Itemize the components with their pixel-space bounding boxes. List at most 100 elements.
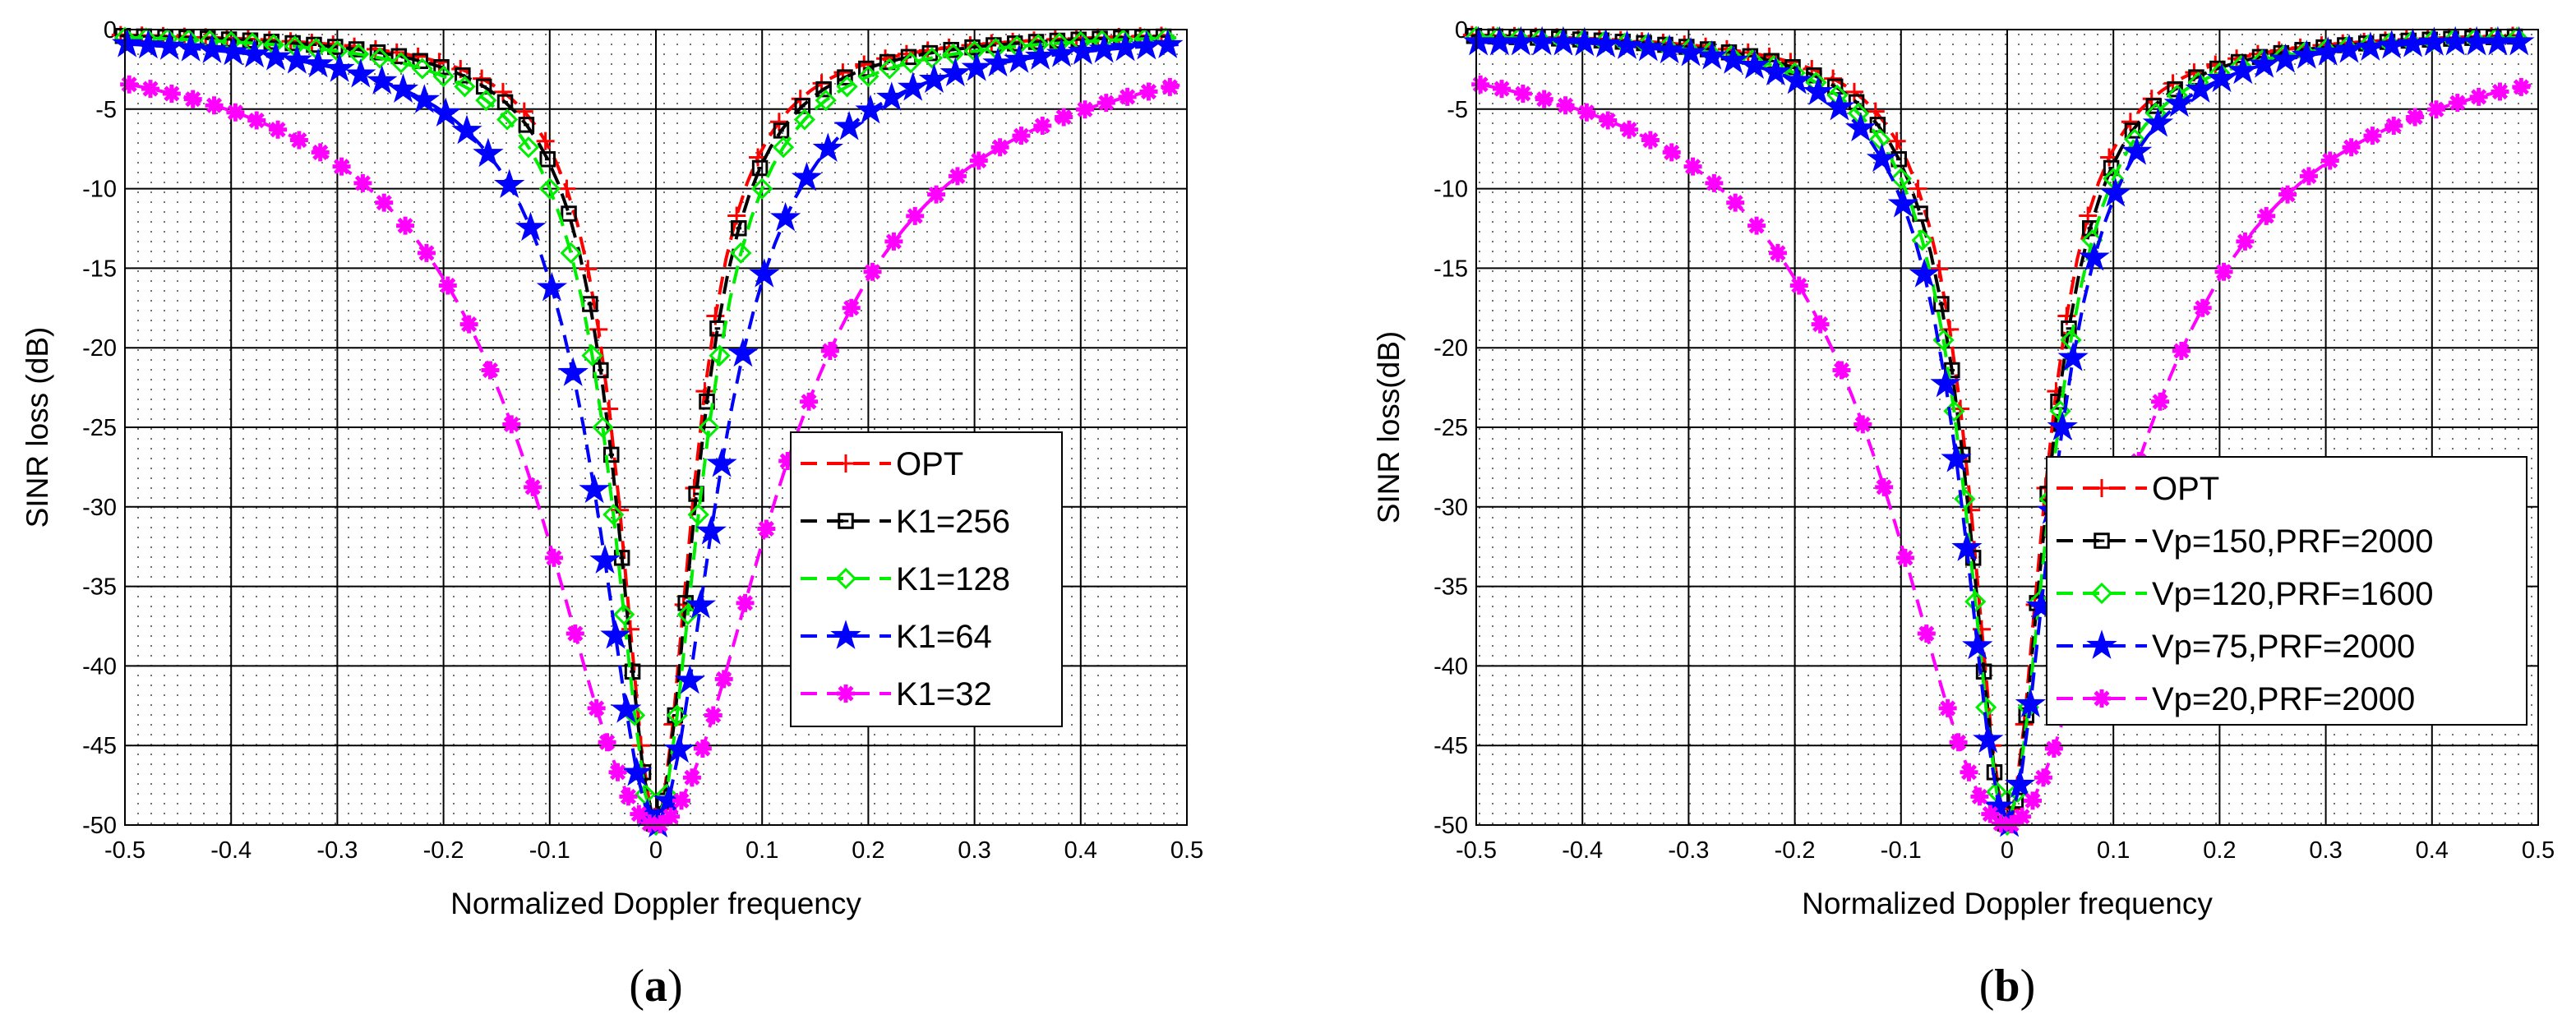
data-point-b-1 [1975, 663, 1992, 680]
data-point-a-4-core [624, 792, 633, 801]
x-tick-label-a: 0 [649, 837, 662, 864]
data-point-a-0 [600, 399, 619, 418]
data-point-a-1 [699, 394, 715, 410]
x-tick-label-b: 0.2 [2203, 837, 2236, 864]
data-point-b-4-core [1900, 553, 1909, 562]
data-point-a-4-core [167, 90, 176, 99]
legend-marker-b-4-core [2098, 694, 2106, 703]
data-point-a-4-core [316, 148, 325, 157]
plot-frame-a [124, 29, 1188, 826]
series-a [111, 25, 1184, 838]
data-point-a-3 [589, 544, 621, 574]
chart-panel-b: -0.5 -0.4 -0.3 -0.2 -0.1 0 0.1 0.2 0.3 0.4 0.5 0 -5… [1372, 17, 2555, 1012]
data-point-a-3 [324, 53, 355, 82]
data-point-a-4-core [868, 267, 877, 276]
data-point-a-4-core [741, 598, 750, 607]
data-point-a-4-core [889, 237, 898, 246]
data-point-a-3 [473, 137, 504, 168]
data-point-a-3 [1046, 38, 1078, 67]
y-tick-label-b: -40 [1433, 653, 1468, 680]
x-tick-label-a: 0.5 [1170, 837, 1203, 864]
data-point-b-1 [1933, 296, 1950, 312]
data-point-b-4-core [2283, 190, 2292, 199]
data-point-a-2 [793, 108, 816, 131]
y-tick-label-b: -5 [1447, 97, 1468, 123]
data-point-b-3 [1569, 26, 1600, 57]
data-point-a-1 [624, 663, 641, 680]
data-point-a-1 [518, 117, 535, 133]
data-point-b-4-core [2495, 87, 2504, 96]
legend-label-b-4: Vp=20,PRF=2000 [2152, 681, 2415, 717]
data-point-b-3 [1611, 30, 1643, 59]
data-point-a-3 [611, 694, 642, 723]
x-tick-label-a: -0.3 [316, 837, 358, 864]
data-point-b-0 [2121, 113, 2140, 131]
data-point-a-2 [709, 344, 731, 366]
x-tick-label-b: -0.3 [1668, 837, 1709, 864]
data-point-b-3 [2312, 36, 2343, 66]
data-point-b-3 [2142, 107, 2174, 137]
y-tick-label-b: -25 [1433, 415, 1468, 441]
data-point-b-4-core [1816, 320, 1825, 329]
data-point-a-4-core [464, 320, 473, 329]
data-point-a-2 [475, 89, 497, 112]
data-point-a-4-core [783, 457, 792, 466]
data-point-b-4-core [1518, 90, 1527, 99]
legend-b: OPT Vp=150,PRF=2000 Vp=120,PRF=1600 Vp=75,P… [2046, 456, 2528, 726]
data-point-a-1 [688, 486, 704, 502]
data-point-a-2 [348, 43, 370, 66]
data-point-b-2 [1954, 488, 1976, 510]
data-point-a-4-core [443, 281, 452, 290]
data-point-a-3 [366, 65, 398, 95]
data-point-b-3 [2227, 54, 2259, 85]
legend-marker-b-2 [2090, 582, 2113, 605]
data-point-a-3 [1131, 30, 1162, 60]
data-point-b-0 [1844, 82, 1863, 101]
data-point-a-4-core [1101, 99, 1110, 108]
legend-label-a-1: K1=256 [896, 504, 1010, 540]
data-point-a-4-core [825, 346, 834, 355]
data-point-a-4-core [210, 101, 219, 110]
data-point-a-2 [432, 65, 455, 88]
legend-label-a-4: K1=32 [896, 676, 992, 712]
data-point-a-3 [238, 38, 270, 68]
caption-a: (a) [629, 961, 682, 1012]
data-point-b-3 [1845, 112, 1877, 142]
data-point-b-4-core [2453, 99, 2462, 108]
data-point-a-3 [621, 757, 653, 786]
data-point-b-3 [1654, 34, 1685, 64]
data-point-a-3 [1088, 33, 1119, 63]
legend-a: OPT K1=256 K1=128 K1=64 K1=32 [790, 431, 1063, 727]
data-point-b-4-core [1561, 101, 1570, 110]
y-tick-label-b: -45 [1433, 733, 1468, 759]
y-ticks-b: 0 -5 -10 -15 -20 -25 -30 -35 -40 -45 -50 [1433, 17, 1468, 839]
data-point-b-3 [1760, 56, 1792, 86]
data-point-b-4-core [1858, 420, 1867, 429]
data-point-a-3 [812, 132, 843, 162]
x-tick-label-b: -0.2 [1775, 837, 1816, 864]
y-tick-label-a: -20 [82, 335, 117, 362]
data-point-a-4-core [613, 768, 622, 777]
data-point-a-4-core [1059, 113, 1069, 122]
legend-label-b-1: Vp=150,PRF=2000 [2152, 523, 2433, 560]
data-point-b-4-core [1943, 703, 1952, 712]
x-tick-label-b: 0.5 [2522, 837, 2555, 864]
data-point-a-2 [560, 242, 582, 265]
data-point-a-3 [579, 473, 610, 504]
data-point-a-3 [111, 28, 143, 58]
data-point-a-3 [409, 84, 441, 113]
data-point-a-4-core [932, 190, 941, 199]
x-tick-label-a: 0.4 [1064, 837, 1097, 864]
data-point-a-4-core [570, 629, 579, 638]
y-tick-label-a: 0 [104, 17, 117, 44]
data-point-a-2 [772, 136, 795, 159]
data-point-a-2 [411, 58, 433, 80]
data-point-b-4-core [2262, 211, 2271, 220]
data-point-a-4-core [125, 80, 134, 89]
y-tick-label-a: -35 [82, 574, 117, 601]
data-point-b-3 [1738, 49, 1770, 79]
data-point-b-3 [1590, 28, 1622, 58]
data-point-b-4-core [1731, 198, 1740, 207]
data-point-a-3 [897, 71, 929, 101]
